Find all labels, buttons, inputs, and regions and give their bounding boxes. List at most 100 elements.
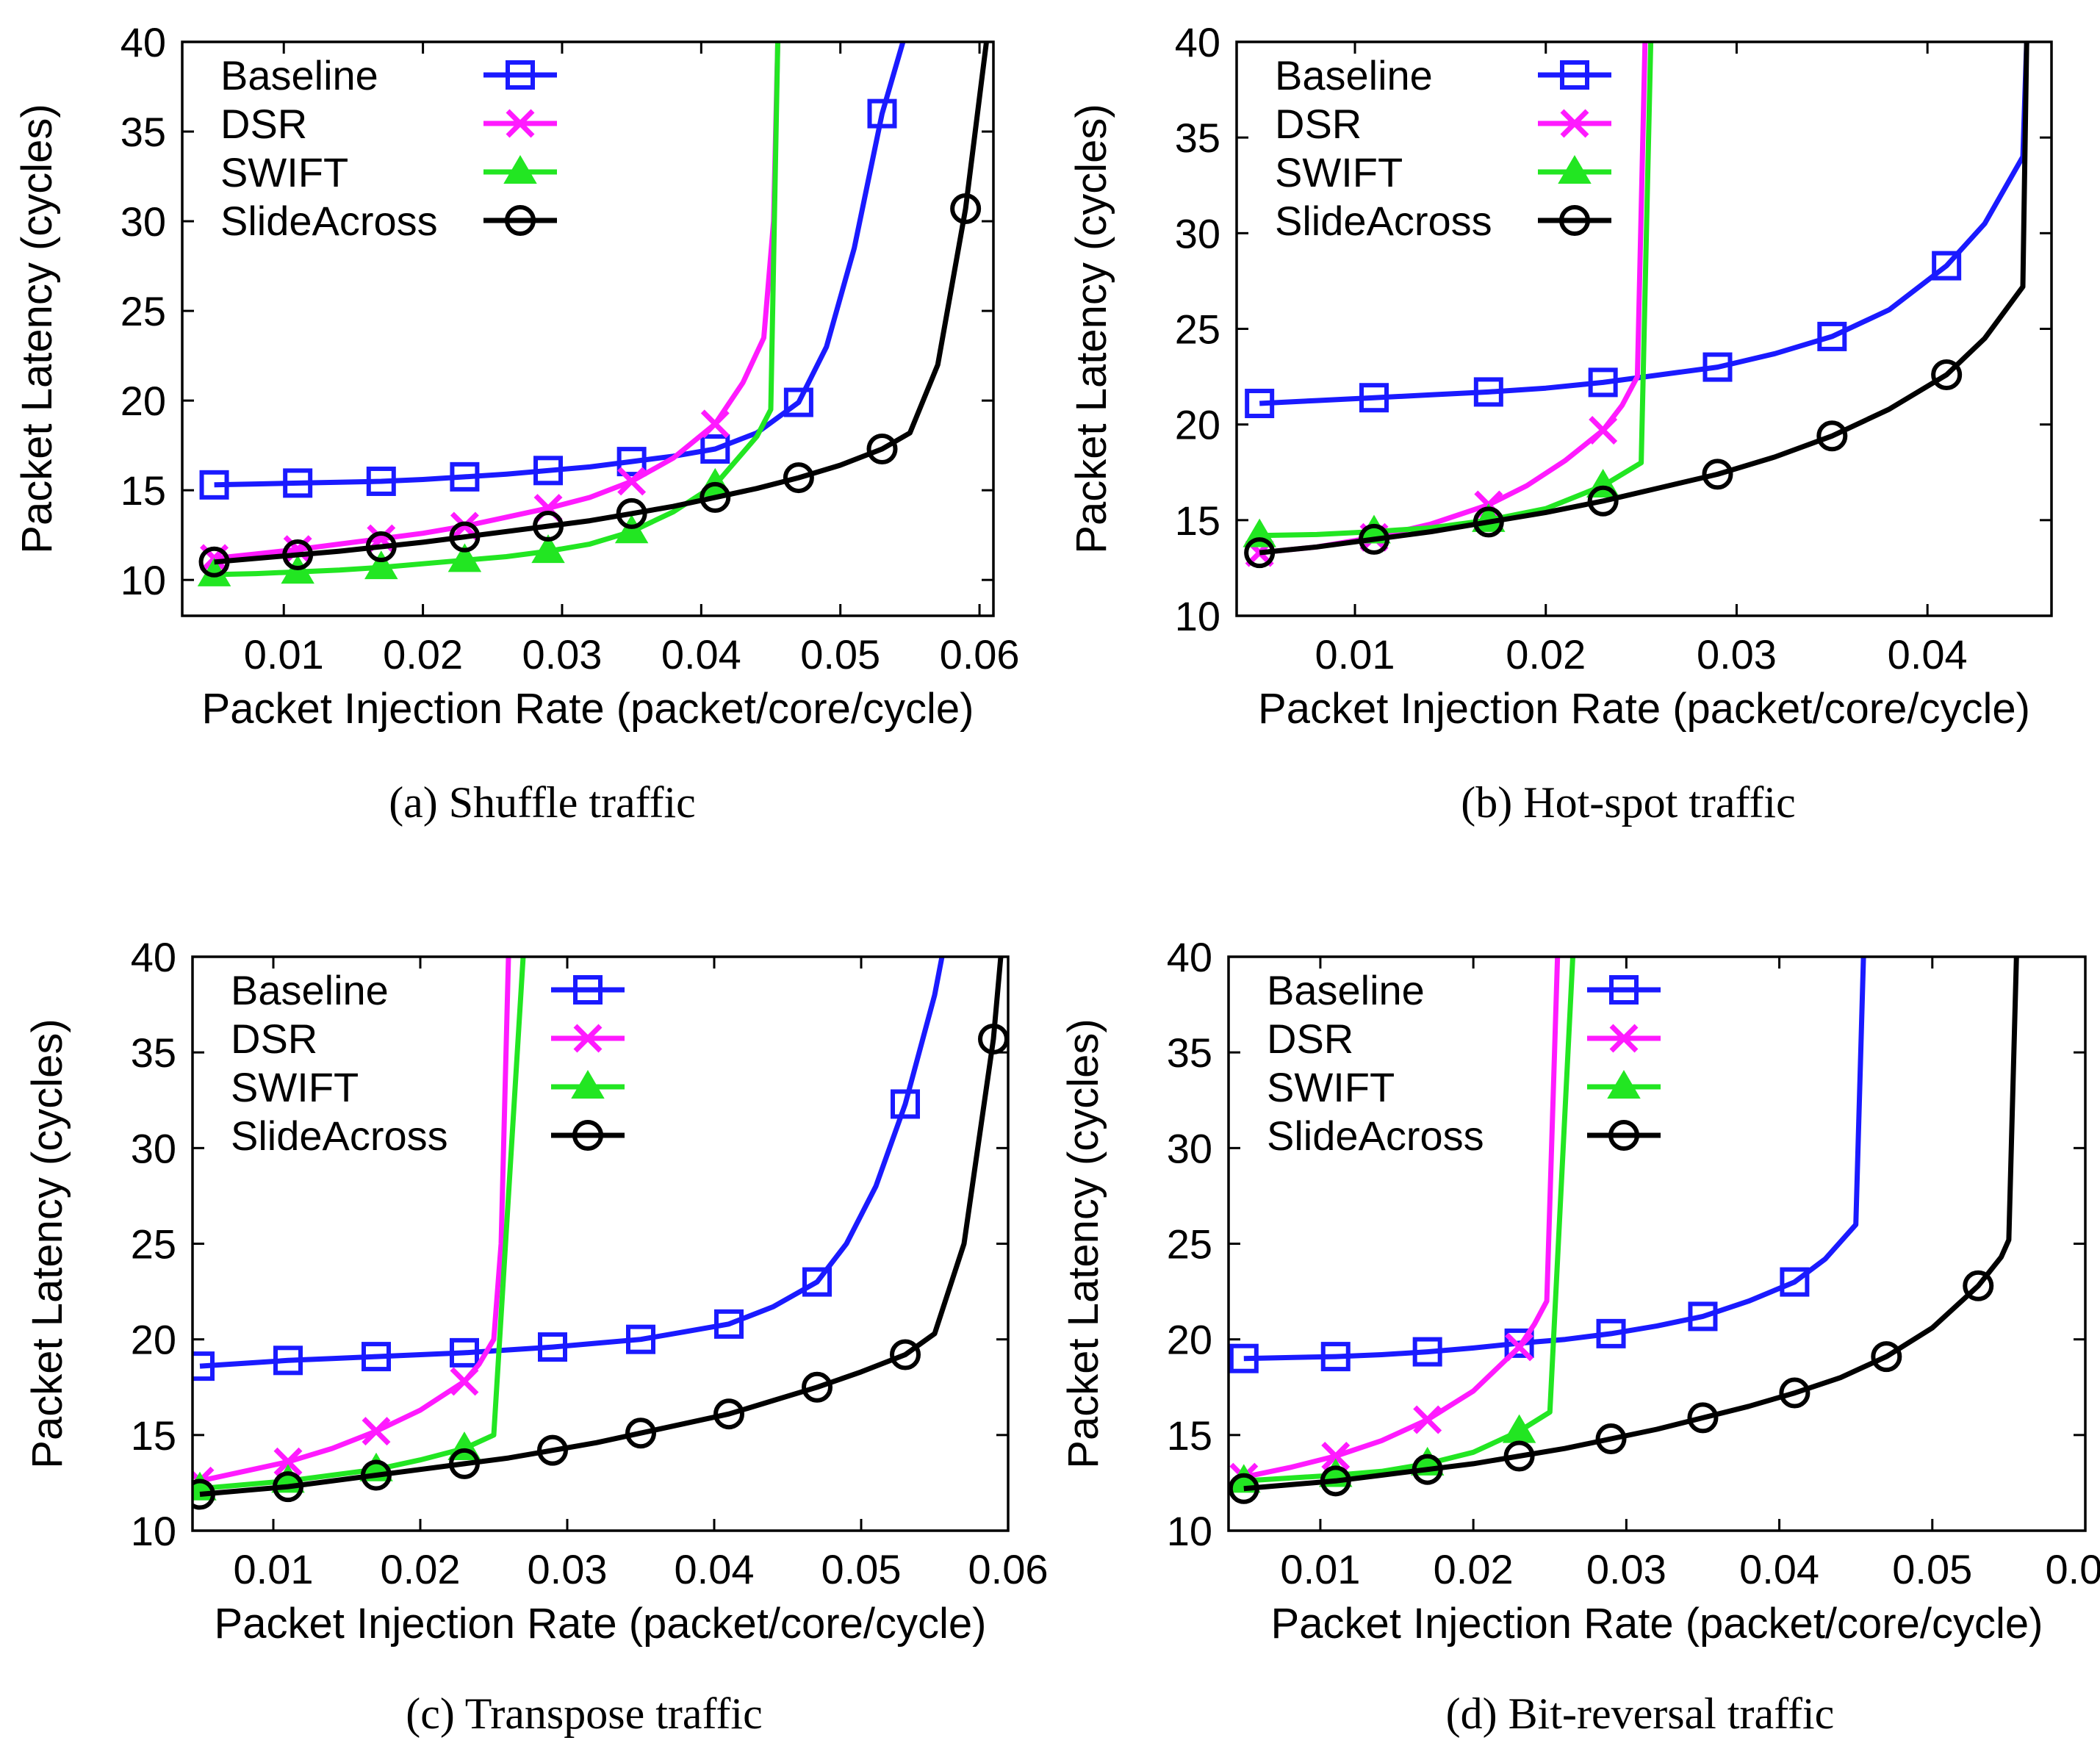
y-tick-label: 30 <box>1175 210 1220 256</box>
data-point-baseline <box>1780 1267 1810 1297</box>
data-point-baseline <box>193 1351 215 1381</box>
y-tick-label: 15 <box>1167 1412 1212 1459</box>
y-tick-label: 30 <box>121 198 166 245</box>
y-axis-label: Packet Latency (cycles) <box>1060 1018 1107 1468</box>
legend-marker-slideacross <box>1559 205 1590 236</box>
series-baseline <box>199 42 906 500</box>
data-point-baseline <box>616 447 647 477</box>
data-point-baseline <box>362 1342 391 1372</box>
legend-label: DSR <box>220 101 307 147</box>
data-point-slideacross <box>616 497 647 529</box>
data-point-slideacross <box>1587 485 1619 517</box>
series-swift <box>197 42 780 586</box>
data-point-slideacross <box>1702 459 1733 490</box>
data-point-dsr <box>1321 1441 1351 1470</box>
data-point-baseline <box>533 456 564 486</box>
y-tick-label: 40 <box>121 19 166 65</box>
x-tick-label: 0.06 <box>940 631 1020 678</box>
legend-label: Baseline <box>220 52 378 98</box>
series-line-slideacross <box>1259 42 2029 556</box>
data-point-slideacross <box>537 1434 568 1466</box>
data-point-slideacross <box>713 1398 744 1430</box>
x-axis-label: Packet Injection Rate (packet/core/cycle… <box>202 685 974 733</box>
data-point-slideacross <box>978 1023 1008 1054</box>
data-point-baseline <box>1588 367 1618 398</box>
y-axis-label: Packet Latency (cycles) <box>24 1018 71 1468</box>
x-tick-label: 0.06 <box>968 1546 1049 1592</box>
legend-label: DSR <box>231 1016 317 1062</box>
x-tick-label: 0.04 <box>1888 631 1968 678</box>
data-point-slideacross <box>1963 1270 1994 1301</box>
data-point-baseline <box>714 1309 744 1339</box>
legend-label: SWIFT <box>1267 1064 1395 1110</box>
data-point-baseline <box>700 434 730 464</box>
series-line-dsr <box>199 957 511 1484</box>
series-slideacross <box>193 957 1008 1510</box>
legend-marker-dsr <box>573 1024 603 1053</box>
y-axis-label: Packet Latency (cycles) <box>1068 104 1115 553</box>
x-tick-label: 0.05 <box>1892 1546 1972 1592</box>
data-point-baseline <box>366 466 396 496</box>
series-line-slideacross <box>1243 957 2019 1492</box>
series-dsr <box>193 957 511 1495</box>
legend-marker-slideacross <box>572 1120 603 1151</box>
y-tick-label: 40 <box>1175 19 1220 65</box>
y-tick-label: 20 <box>1167 1317 1212 1363</box>
legend-marker-dsr <box>1560 109 1589 138</box>
data-point-baseline <box>199 470 229 500</box>
y-tick-label: 40 <box>131 934 176 980</box>
data-point-slideacross <box>1687 1402 1719 1434</box>
data-point-slideacross <box>193 1478 215 1510</box>
legend-label: SlideAcross <box>1275 198 1492 244</box>
data-point-slideacross <box>1358 523 1389 555</box>
series-baseline <box>1245 42 2029 419</box>
y-tick-label: 25 <box>1167 1221 1212 1268</box>
data-point-slideacross <box>802 1371 833 1403</box>
data-point-baseline <box>1229 1343 1259 1373</box>
data-point-baseline <box>1817 321 1847 351</box>
data-point-slideacross <box>1320 1465 1351 1497</box>
x-axis-label: Packet Injection Rate (packet/core/cycle… <box>1271 1600 2043 1648</box>
legend-marker-swift <box>503 155 537 184</box>
data-point-slideacross <box>890 1339 921 1370</box>
data-point-baseline <box>450 461 480 492</box>
x-tick-label: 0.05 <box>821 1546 902 1592</box>
y-tick-label: 25 <box>1175 306 1220 353</box>
plot-frame <box>1235 40 2053 617</box>
series-line-baseline <box>199 957 945 1369</box>
data-point-baseline <box>1702 352 1733 382</box>
plot-frame <box>181 40 995 617</box>
y-tick-label: 35 <box>1175 115 1220 161</box>
data-point-slideacross <box>1595 1423 1627 1455</box>
chart-panel-0: 10 15 20 25 30 35 40 0.01 0.02 0.03 0.04 0.05 0.06 Ba… <box>13 19 1020 827</box>
y-tick-label: 15 <box>121 467 166 514</box>
legend-marker-swift <box>571 1070 605 1099</box>
x-tick-label: 0.04 <box>1739 1546 1819 1592</box>
data-point-dsr <box>1589 416 1618 445</box>
y-tick-label: 40 <box>1167 934 1212 980</box>
series-slideacross <box>1229 957 2019 1504</box>
data-point-slideacross <box>449 1448 480 1479</box>
y-tick-label: 25 <box>121 288 166 334</box>
x-axis-label: Packet Injection Rate (packet/core/cycle… <box>215 1600 987 1648</box>
legend-label: SWIFT <box>231 1064 359 1110</box>
x-tick-label: 0.05 <box>800 631 880 678</box>
data-point-baseline <box>1245 389 1275 419</box>
data-point-baseline <box>1320 1342 1351 1372</box>
y-tick-label: 25 <box>131 1221 176 1268</box>
series-slideacross <box>1244 42 2029 569</box>
x-tick-label: 0.06 <box>2046 1546 2100 1592</box>
legend-marker-baseline <box>1560 60 1589 90</box>
legend-marker-dsr <box>1609 1024 1639 1053</box>
x-tick-label: 0.01 <box>234 1546 314 1592</box>
data-point-baseline <box>1473 377 1503 407</box>
data-point-swift <box>1502 1414 1536 1443</box>
data-point-baseline <box>1412 1337 1442 1367</box>
x-tick-label: 0.03 <box>528 1546 608 1592</box>
data-point-baseline <box>450 1337 479 1368</box>
series-slideacross <box>198 42 989 578</box>
panel-caption: (b) Hot-spot traffic <box>1461 778 1795 827</box>
data-point-swift <box>531 534 565 564</box>
